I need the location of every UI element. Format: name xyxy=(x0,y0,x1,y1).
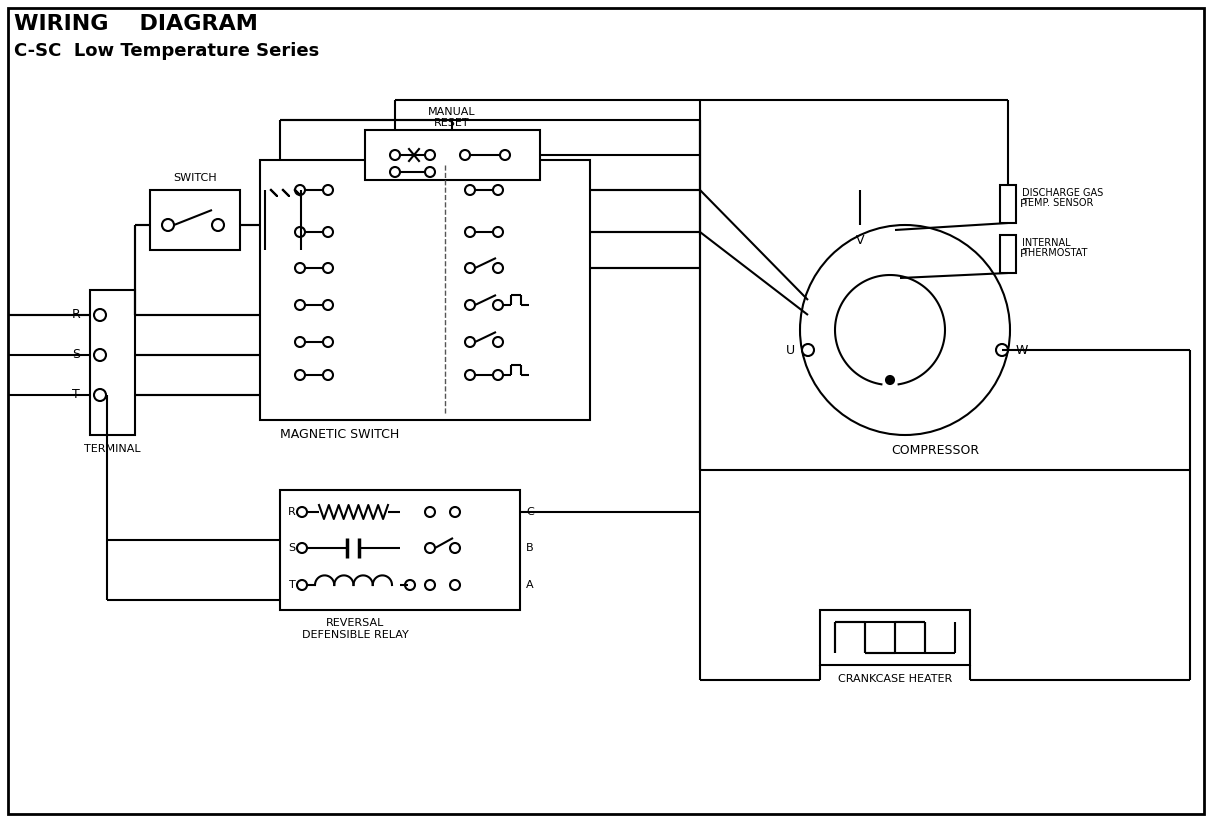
Text: T: T xyxy=(73,389,80,401)
Text: TERMINAL: TERMINAL xyxy=(84,444,141,454)
Circle shape xyxy=(324,337,333,347)
Circle shape xyxy=(162,219,175,231)
Text: TEMP. SENSOR: TEMP. SENSOR xyxy=(1022,198,1093,208)
Text: R: R xyxy=(288,507,296,517)
Circle shape xyxy=(493,300,503,310)
Circle shape xyxy=(295,185,305,195)
Text: V: V xyxy=(856,233,864,247)
Circle shape xyxy=(297,543,307,553)
Circle shape xyxy=(295,337,305,347)
Circle shape xyxy=(465,300,475,310)
Text: W: W xyxy=(1016,344,1028,357)
Circle shape xyxy=(95,389,105,401)
Circle shape xyxy=(425,580,435,590)
Circle shape xyxy=(493,185,503,195)
Bar xyxy=(261,160,590,420)
Text: THERMOSTAT: THERMOSTAT xyxy=(1022,248,1087,258)
Text: CRANKCASE HEATER: CRANKCASE HEATER xyxy=(837,674,953,684)
Text: A: A xyxy=(526,580,533,590)
Circle shape xyxy=(450,507,461,517)
Text: B: B xyxy=(526,543,533,553)
Circle shape xyxy=(461,150,470,160)
Text: U: U xyxy=(785,344,795,357)
Text: REVERSAL: REVERSAL xyxy=(326,618,384,628)
Circle shape xyxy=(425,150,435,160)
Circle shape xyxy=(297,580,307,590)
Text: DEFENSIBLE RELAY: DEFENSIBLE RELAY xyxy=(302,630,408,640)
Circle shape xyxy=(295,300,305,310)
Text: C-SC  Low Temperature Series: C-SC Low Temperature Series xyxy=(15,42,319,60)
Circle shape xyxy=(802,344,814,356)
Text: T: T xyxy=(288,580,296,590)
Circle shape xyxy=(95,309,105,321)
Circle shape xyxy=(493,263,503,273)
Circle shape xyxy=(324,185,333,195)
Circle shape xyxy=(95,349,105,361)
Text: WIRING    DIAGRAM: WIRING DIAGRAM xyxy=(15,14,258,34)
Circle shape xyxy=(493,370,503,380)
Text: P: P xyxy=(1021,249,1027,259)
Circle shape xyxy=(493,227,503,237)
Circle shape xyxy=(465,370,475,380)
Circle shape xyxy=(390,167,400,177)
Bar xyxy=(280,490,520,610)
Circle shape xyxy=(886,376,894,384)
Circle shape xyxy=(465,337,475,347)
Circle shape xyxy=(465,263,475,273)
Text: P: P xyxy=(1021,199,1027,209)
Circle shape xyxy=(996,344,1008,356)
Bar xyxy=(1000,185,1016,223)
Circle shape xyxy=(297,507,307,517)
Circle shape xyxy=(295,370,305,380)
Circle shape xyxy=(465,185,475,195)
Bar xyxy=(150,190,240,250)
Circle shape xyxy=(324,300,333,310)
Text: C: C xyxy=(526,507,533,517)
Circle shape xyxy=(425,167,435,177)
Circle shape xyxy=(501,150,510,160)
Text: COMPRESSOR: COMPRESSOR xyxy=(891,444,979,456)
Text: MAGNETIC SWITCH: MAGNETIC SWITCH xyxy=(280,427,400,441)
Text: INTERNAL: INTERNAL xyxy=(1022,238,1070,248)
Circle shape xyxy=(390,150,400,160)
Text: DISCHARGE GAS: DISCHARGE GAS xyxy=(1022,188,1103,198)
Text: R: R xyxy=(72,308,80,321)
Bar xyxy=(365,130,541,180)
Circle shape xyxy=(324,227,333,237)
Circle shape xyxy=(212,219,224,231)
Text: S: S xyxy=(288,543,296,553)
Circle shape xyxy=(425,543,435,553)
Bar xyxy=(821,610,970,665)
Bar xyxy=(90,290,135,435)
Circle shape xyxy=(324,263,333,273)
Circle shape xyxy=(324,370,333,380)
Bar xyxy=(1000,235,1016,273)
Text: SWITCH: SWITCH xyxy=(173,173,217,183)
Text: S: S xyxy=(72,349,80,362)
Circle shape xyxy=(405,580,415,590)
Circle shape xyxy=(800,225,1010,435)
Circle shape xyxy=(450,543,461,553)
Circle shape xyxy=(465,227,475,237)
Circle shape xyxy=(295,227,305,237)
Circle shape xyxy=(493,337,503,347)
Text: RESET: RESET xyxy=(434,118,470,128)
Text: MANUAL: MANUAL xyxy=(428,107,476,117)
Circle shape xyxy=(425,507,435,517)
Circle shape xyxy=(295,263,305,273)
Circle shape xyxy=(450,580,461,590)
